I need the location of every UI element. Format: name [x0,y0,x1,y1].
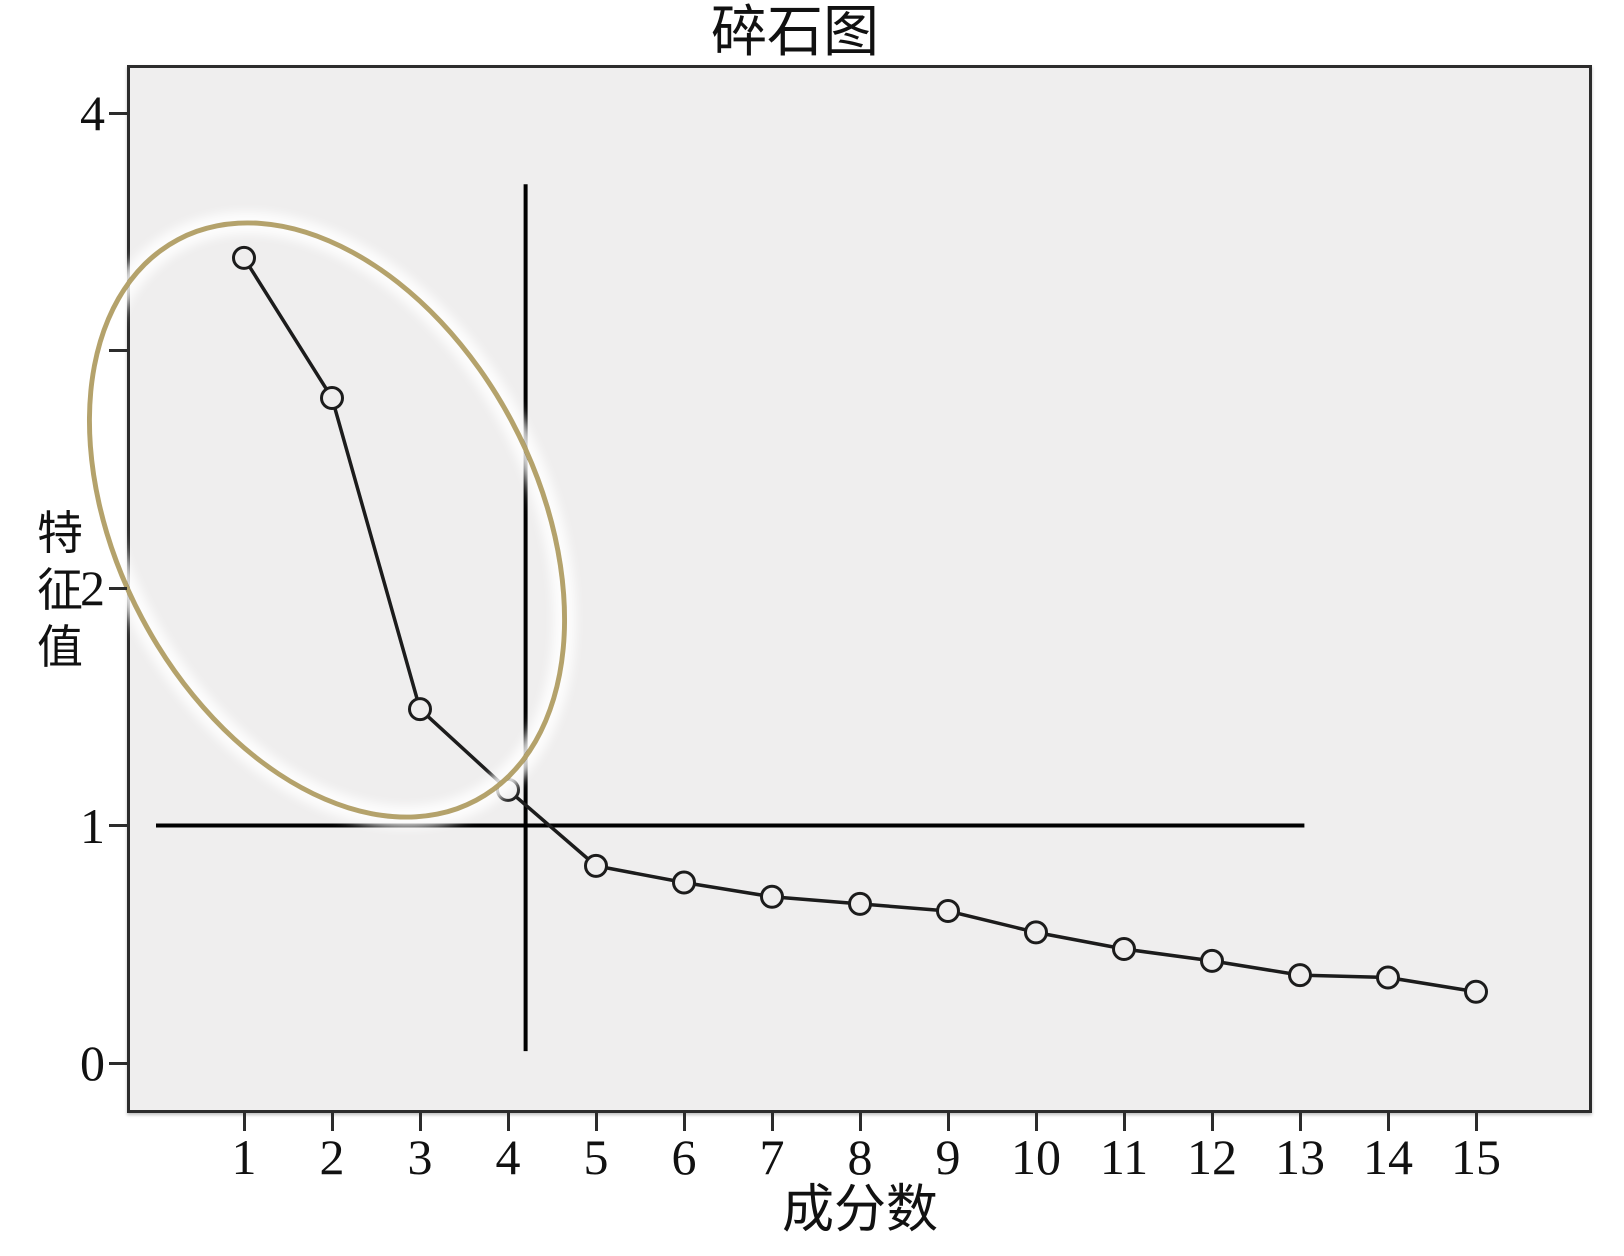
y-axis-label-char: 值 [37,622,83,673]
x-tick-mark [594,1113,598,1131]
x-tick-label: 2 [319,1129,345,1185]
data-point-marker [936,899,960,923]
x-axis-label: 成分数 [781,1182,938,1239]
x-tick-label: 5 [583,1129,609,1185]
x-tick-label: 12 [1187,1129,1237,1185]
chart-title: 碎石图 [711,2,879,64]
x-tick-mark [1122,1113,1126,1131]
y-tick-mark [109,349,127,352]
x-tick-mark [418,1113,422,1131]
x-tick-label: 10 [1011,1129,1061,1185]
data-point-marker [496,777,520,802]
data-point-marker [1376,965,1400,990]
y-tick-mark [109,111,127,115]
x-tick-mark [858,1113,862,1131]
x-tick-label: 9 [935,1129,961,1185]
y-axis-label: 特征值 [28,505,92,676]
data-point-marker [672,870,696,895]
x-tick-label: 3 [407,1129,433,1185]
x-tick-label: 15 [1451,1129,1501,1185]
x-tick-label: 7 [759,1129,785,1185]
x-tick-label: 6 [671,1129,697,1185]
data-point-marker [760,884,784,909]
x-tick-mark [330,1113,334,1131]
x-tick-label: 11 [1099,1129,1149,1185]
x-tick-label: 13 [1275,1129,1325,1185]
data-point-marker [1288,963,1312,988]
x-tick-mark [1474,1113,1478,1131]
y-tick-mark [109,824,127,827]
data-point-marker [408,697,432,722]
x-tick-mark [946,1113,950,1131]
x-tick-mark [682,1113,686,1131]
x-tick-label: 4 [495,1129,521,1185]
series-layer [156,184,1488,1052]
plot-area [127,65,1592,1113]
data-point-marker [1200,948,1224,973]
x-tick-mark [506,1113,510,1131]
y-tick-label: 2 [80,560,105,616]
x-tick-label: 1 [231,1129,257,1185]
data-point-marker [320,386,344,410]
data-point-marker [1112,937,1136,961]
y-tick-label: 1 [80,797,105,854]
x-tick-mark [1210,1113,1214,1131]
y-axis-label-char: 特 [37,508,83,559]
x-tick-label: 8 [847,1129,873,1185]
y-axis-label-char: 征 [37,565,83,616]
x-tick-mark [242,1113,246,1131]
y-tick-mark [109,586,127,590]
data-point-marker [232,245,256,270]
data-point-marker [584,853,608,878]
y-tick-label: 4 [80,85,105,141]
x-tick-mark [770,1113,774,1131]
x-tick-mark [1298,1113,1302,1131]
x-tick-label: 14 [1363,1129,1413,1185]
data-point-marker [1464,979,1488,1004]
x-tick-mark [1386,1113,1390,1131]
data-point-marker [848,891,872,916]
x-tick-mark [1034,1113,1038,1131]
y-tick-label: 0 [80,1035,105,1091]
y-tick-mark [109,1061,127,1065]
data-point-marker [1024,920,1048,945]
